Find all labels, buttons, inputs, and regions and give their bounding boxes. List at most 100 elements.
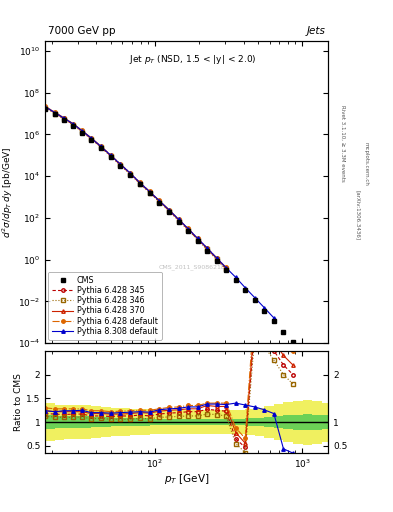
CMS [233,278,238,284]
CMS [147,190,152,197]
Pythia 8.308 default [43,104,48,110]
Pythia 6.428 345 [214,255,219,262]
Pythia 6.428 default [99,143,103,149]
Line: Pythia 6.428 346: Pythia 6.428 346 [44,106,228,271]
Pythia 6.428 default [80,127,84,134]
Pythia 6.428 370 [214,255,219,261]
Line: Pythia 6.428 345: Pythia 6.428 345 [44,105,228,270]
Text: Jets: Jets [307,27,325,36]
Pythia 8.308 default [89,135,94,141]
Text: 7000 GeV pp: 7000 GeV pp [48,27,116,36]
Pythia 6.428 346 [186,227,191,233]
Y-axis label: $d^2\sigma/dp_T\,dy$ [pb/GeV]: $d^2\sigma/dp_T\,dy$ [pb/GeV] [1,146,15,238]
Pythia 6.428 345 [108,153,113,159]
Pythia 6.428 345 [138,180,142,186]
CMS [186,228,191,234]
Pythia 8.308 default [186,225,191,231]
Pythia 6.428 345 [205,246,209,252]
Pythia 6.428 370 [205,245,209,251]
Pythia 6.428 346 [89,136,94,142]
Pythia 6.428 default [71,121,76,127]
Pythia 6.428 370 [195,236,200,242]
Pythia 6.428 370 [53,110,57,116]
CMS [71,123,76,129]
Pythia 6.428 346 [167,208,171,215]
CMS [89,137,94,143]
Pythia 6.428 370 [138,180,142,186]
Text: [arXiv:1306.3436]: [arXiv:1306.3436] [356,190,361,240]
Pythia 6.428 346 [71,122,76,129]
CMS [319,378,324,384]
Pythia 6.428 default [118,161,122,167]
Pythia 6.428 default [128,170,132,176]
Pythia 6.428 default [214,254,219,261]
Pythia 6.428 default [89,135,94,141]
CMS [99,145,103,151]
Pythia 6.428 370 [61,115,66,121]
Pythia 6.428 345 [71,122,76,128]
CMS [300,351,305,357]
Pythia 6.428 default [53,109,57,115]
Pythia 8.308 default [272,315,276,321]
Pythia 6.428 default [224,264,228,270]
Pythia 6.428 345 [61,115,66,121]
Pythia 6.428 370 [108,152,113,158]
Pythia 8.308 default [108,152,113,158]
CMS [214,258,219,264]
Pythia 6.428 346 [176,218,181,224]
Pythia 6.428 346 [118,162,122,168]
Pythia 6.428 346 [214,257,219,263]
CMS [243,287,248,293]
CMS [53,112,57,118]
Pythia 6.428 346 [128,171,132,177]
Pythia 6.428 345 [176,217,181,223]
Pythia 6.428 346 [147,189,152,196]
Pythia 6.428 345 [80,129,84,135]
CMS [43,105,48,112]
Pythia 6.428 default [108,152,113,158]
Pythia 8.308 default [205,245,209,251]
Pythia 6.428 370 [80,128,84,134]
Pythia 6.428 370 [89,135,94,141]
Pythia 8.308 default [243,285,248,291]
Pythia 6.428 370 [99,143,103,150]
CMS [128,172,132,178]
CMS [205,248,209,254]
Pythia 6.428 370 [118,161,122,167]
CMS [252,297,257,304]
Pythia 6.428 345 [224,266,228,272]
Pythia 8.308 default [176,217,181,223]
Pythia 6.428 345 [99,144,103,150]
Pythia 8.308 default [195,236,200,242]
Pythia 6.428 default [157,198,162,204]
Legend: CMS, Pythia 6.428 345, Pythia 6.428 346, Pythia 6.428 370, Pythia 6.428 default,: CMS, Pythia 6.428 345, Pythia 6.428 346,… [48,272,162,340]
Pythia 6.428 345 [128,170,132,177]
Pythia 6.428 370 [157,198,162,204]
Pythia 6.428 default [176,216,181,222]
Pythia 6.428 370 [224,265,228,271]
Pythia 8.308 default [214,255,219,261]
Text: Jet $p_T$ (NSD, 1.5 < |y| < 2.0): Jet $p_T$ (NSD, 1.5 < |y| < 2.0) [129,53,256,66]
CMS [195,238,200,244]
Pythia 8.308 default [128,170,132,176]
Pythia 6.428 346 [205,246,209,252]
Pythia 8.308 default [252,294,257,301]
Pythia 6.428 default [138,179,142,185]
Pythia 8.308 default [224,265,228,271]
Pythia 6.428 345 [195,236,200,242]
Pythia 6.428 345 [53,110,57,116]
Pythia 6.428 346 [80,129,84,135]
Pythia 6.428 346 [108,153,113,159]
Pythia 6.428 345 [157,198,162,204]
CMS [138,181,142,187]
Pythia 6.428 345 [118,161,122,167]
Pythia 8.308 default [233,274,238,281]
Pythia 6.428 346 [61,116,66,122]
Y-axis label: Ratio to CMS: Ratio to CMS [14,373,23,431]
CMS [108,154,113,160]
Pythia 8.308 default [167,207,171,213]
Text: CMS_2011_S9086218: CMS_2011_S9086218 [159,265,226,270]
Pythia 6.428 346 [99,144,103,151]
Line: Pythia 6.428 default: Pythia 6.428 default [44,104,228,269]
Pythia 8.308 default [71,121,76,127]
